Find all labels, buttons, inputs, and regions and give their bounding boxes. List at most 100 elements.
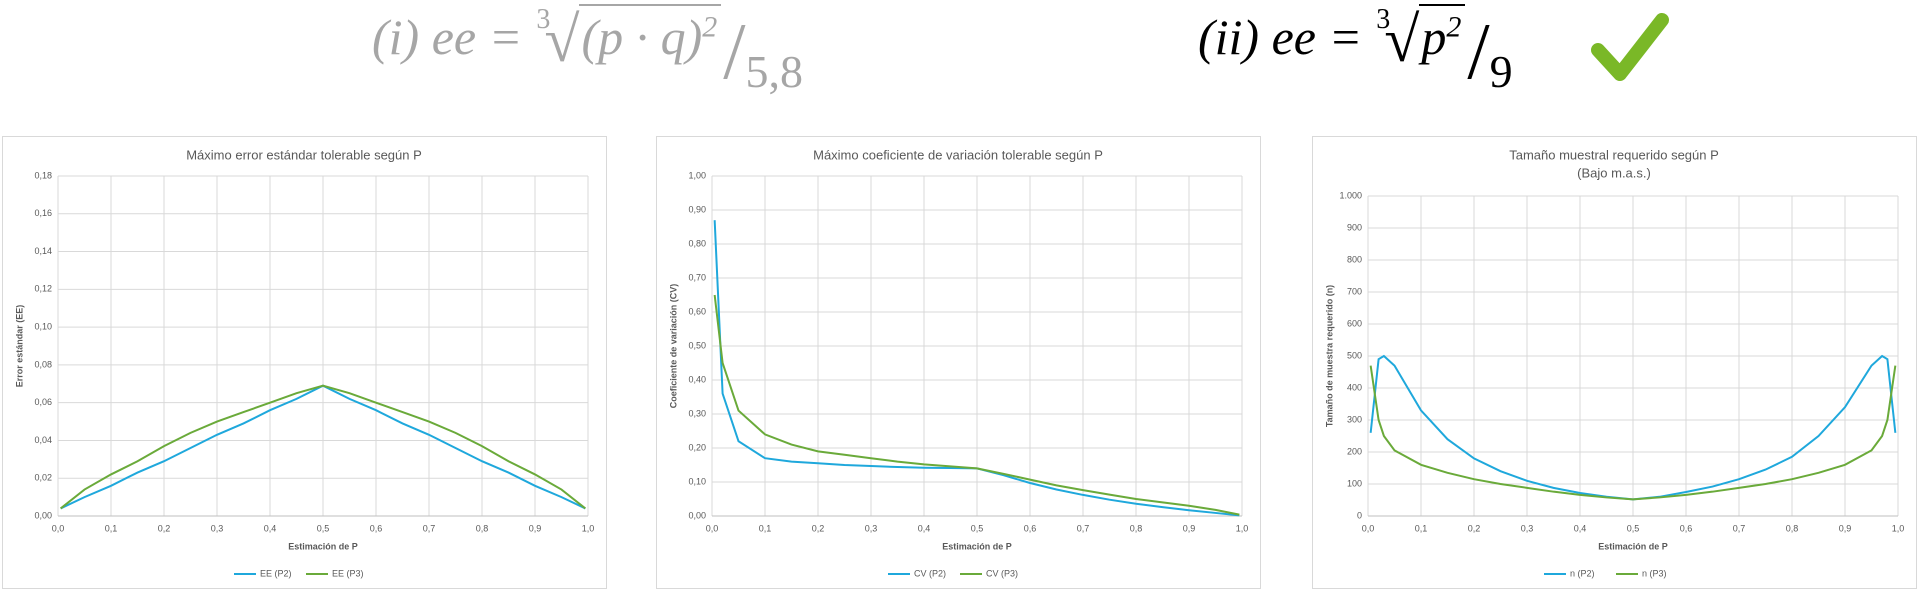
- y-tick-label: 0,08: [34, 359, 52, 369]
- y-tick-label: 300: [1347, 414, 1362, 424]
- x-tick-label: 0,5: [317, 523, 330, 533]
- data-line: [713, 294, 1240, 516]
- y-tick-label: 200: [1347, 446, 1362, 456]
- y-tick-label: 0,10: [688, 476, 706, 486]
- x-tick-label: 0,4: [918, 523, 931, 533]
- x-tick-label: 0,2: [158, 523, 171, 533]
- fraction-slash: /: [1467, 8, 1490, 96]
- y-tick-label: 0,80: [688, 238, 706, 248]
- x-tick-label: 0,1: [759, 523, 772, 533]
- y-tick-label: 500: [1347, 350, 1362, 360]
- x-tick-label: 0,6: [1024, 523, 1037, 533]
- chart-frame: [656, 136, 1261, 589]
- x-tick-label: 0,3: [1521, 523, 1534, 533]
- x-tick-label: 0,9: [1183, 523, 1196, 533]
- x-tick-label: 0,3: [211, 523, 224, 533]
- chart-subtitle: (Bajo m.a.s.): [1577, 165, 1651, 180]
- y-tick-label: 0,14: [34, 246, 52, 256]
- formula-ii: (ii) ee = 3 √ p2 / 9: [1198, 4, 1513, 97]
- data-line: [1369, 365, 1897, 501]
- x-tick-label: 0,4: [1574, 523, 1587, 533]
- x-tick-label: 0,2: [1468, 523, 1481, 533]
- y-tick-label: 0,04: [34, 435, 52, 445]
- x-tick-label: 0,6: [370, 523, 383, 533]
- chart: Máximo error estándar tolerable según P 0…: [2, 136, 607, 589]
- y-tick-label: 0: [1357, 510, 1362, 520]
- y-tick-label: 0,40: [688, 374, 706, 384]
- y-tick-label: 0,60: [688, 306, 706, 316]
- chart-frame: [2, 136, 607, 589]
- exponent: 2: [1446, 10, 1462, 44]
- y-tick-label: 0,70: [688, 272, 706, 282]
- x-axis-title: Estimación de P: [288, 541, 358, 551]
- radicand: p2: [1419, 4, 1466, 66]
- denominator: 5,8: [745, 46, 804, 97]
- y-tick-label: 0,18: [34, 170, 52, 180]
- x-tick-label: 0,3: [865, 523, 878, 533]
- y-tick-label: 800: [1347, 254, 1362, 264]
- y-tick-label: 1,00: [688, 170, 706, 180]
- x-tick-label: 0,1: [105, 523, 118, 533]
- y-axis-title: Coeficiente de variación (CV): [668, 284, 678, 409]
- chart-title: Tamaño muestral requerido según P: [1509, 147, 1719, 162]
- root-sign: √: [544, 4, 580, 75]
- legend-label: n (P3): [1642, 568, 1667, 578]
- formula-prefix: (ii) ee =: [1198, 9, 1363, 65]
- legend-label: EE (P3): [332, 568, 364, 578]
- y-tick-label: 0,06: [34, 397, 52, 407]
- chart: Tamaño muestral requerido según P (Bajo m…: [1312, 136, 1917, 589]
- x-tick-label: 0,4: [264, 523, 277, 533]
- y-tick-label: 600: [1347, 318, 1362, 328]
- denominator: 9: [1489, 46, 1513, 97]
- root-sign: √: [1384, 4, 1420, 75]
- x-tick-label: 0,5: [971, 523, 984, 533]
- x-tick-label: 0,6: [1680, 523, 1693, 533]
- y-axis-title: Tamaño de muestra requerido (n): [1324, 285, 1334, 427]
- x-tick-label: 0,9: [529, 523, 542, 533]
- root-index: 3: [536, 4, 551, 35]
- x-axis-title: Estimación de P: [942, 541, 1012, 551]
- y-tick-label: 0,00: [688, 510, 706, 520]
- y-axis-title: Error estándar (EE): [14, 305, 24, 388]
- y-tick-label: 700: [1347, 286, 1362, 296]
- x-tick-label: 1,0: [1892, 523, 1905, 533]
- x-tick-label: 0,1: [1415, 523, 1428, 533]
- formula-prefix: (i) ee =: [372, 9, 523, 65]
- chart-title: Máximo coeficiente de variación tolerabl…: [813, 147, 1103, 162]
- x-tick-label: 0,5: [1627, 523, 1640, 533]
- y-tick-label: 0,12: [34, 284, 52, 294]
- y-tick-label: 100: [1347, 478, 1362, 488]
- y-tick-label: 400: [1347, 382, 1362, 392]
- root-index: 3: [1376, 4, 1391, 35]
- radicand-text: (p · q): [581, 9, 703, 65]
- y-tick-label: 1.000: [1339, 190, 1362, 200]
- x-axis-title: Estimación de P: [1598, 541, 1668, 551]
- x-tick-label: 0,7: [423, 523, 436, 533]
- y-tick-label: 0,20: [688, 442, 706, 452]
- x-tick-label: 0,0: [52, 523, 65, 533]
- x-tick-label: 0,0: [1362, 523, 1375, 533]
- formula-i: (i) ee = 3 √ (p · q)2 / 5,8: [372, 4, 803, 97]
- y-tick-label: 0,10: [34, 321, 52, 331]
- chart: Máximo coeficiente de variación tolerabl…: [656, 136, 1261, 589]
- y-tick-label: 0,02: [34, 473, 52, 483]
- y-tick-label: 0,50: [688, 340, 706, 350]
- radicand-text: p: [1421, 9, 1447, 65]
- legend-label: EE (P2): [260, 568, 292, 578]
- y-tick-label: 0,30: [688, 408, 706, 418]
- x-tick-label: 0,7: [1077, 523, 1090, 533]
- x-tick-label: 0,8: [1130, 523, 1143, 533]
- legend-label: n (P2): [1570, 568, 1595, 578]
- y-tick-label: 0,90: [688, 204, 706, 214]
- chart-title: Máximo error estándar tolerable según P: [186, 147, 422, 162]
- data-line: [60, 384, 586, 510]
- legend-label: CV (P2): [914, 568, 946, 578]
- x-tick-label: 0,0: [706, 523, 719, 533]
- x-tick-label: 1,0: [1236, 523, 1249, 533]
- x-tick-label: 0,8: [476, 523, 489, 533]
- x-tick-label: 0,9: [1839, 523, 1852, 533]
- radicand: (p · q)2: [579, 4, 722, 66]
- x-tick-label: 0,2: [812, 523, 825, 533]
